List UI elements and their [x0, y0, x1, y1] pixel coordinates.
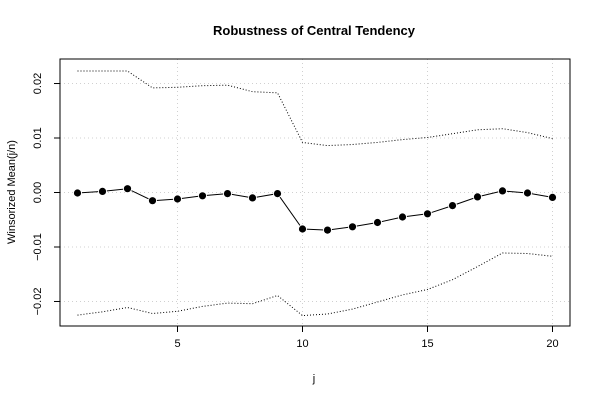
grid	[60, 59, 570, 326]
y-tick-label: 0.02	[32, 73, 44, 94]
mean-point	[548, 193, 557, 201]
mean-point	[223, 190, 232, 198]
mean-point	[323, 226, 332, 234]
x-tick-label: 20	[546, 338, 558, 350]
mean-point	[373, 218, 382, 227]
mean-point	[273, 190, 282, 198]
mean-point	[73, 189, 82, 197]
x-axis-label: j	[312, 373, 315, 385]
mean-point	[348, 223, 357, 231]
mean-point	[173, 195, 182, 203]
mean-point	[523, 189, 532, 197]
mean-point	[448, 202, 457, 210]
mean-point	[123, 185, 132, 193]
series-group	[73, 70, 557, 317]
chart-title: Robustness of Central Tendency	[213, 23, 416, 38]
mean-point	[398, 213, 407, 221]
mean-point	[498, 187, 507, 195]
axes: 5 10 15 20 −0.02 −0.01 0.00 0.01 0.02	[32, 73, 559, 350]
y-tick-label: 0.01	[32, 127, 44, 148]
x-tick-label: 10	[296, 338, 308, 350]
y-tick-label: −0.01	[32, 233, 44, 261]
upper-bound-line	[77, 70, 553, 147]
mean-point	[248, 194, 257, 202]
y-tick-label: 0.00	[32, 182, 44, 203]
y-tick-label: −0.02	[32, 288, 44, 316]
mean-point	[423, 210, 432, 218]
y-axis-label: Winsorized Mean(j/n)	[6, 140, 18, 244]
mean-point	[148, 197, 157, 205]
mean-point	[198, 192, 207, 200]
mean-point	[473, 193, 482, 201]
x-tick-label: 15	[421, 338, 433, 350]
mean-point	[298, 225, 307, 233]
mean-point	[98, 187, 107, 195]
x-tick-label: 5	[174, 338, 180, 350]
